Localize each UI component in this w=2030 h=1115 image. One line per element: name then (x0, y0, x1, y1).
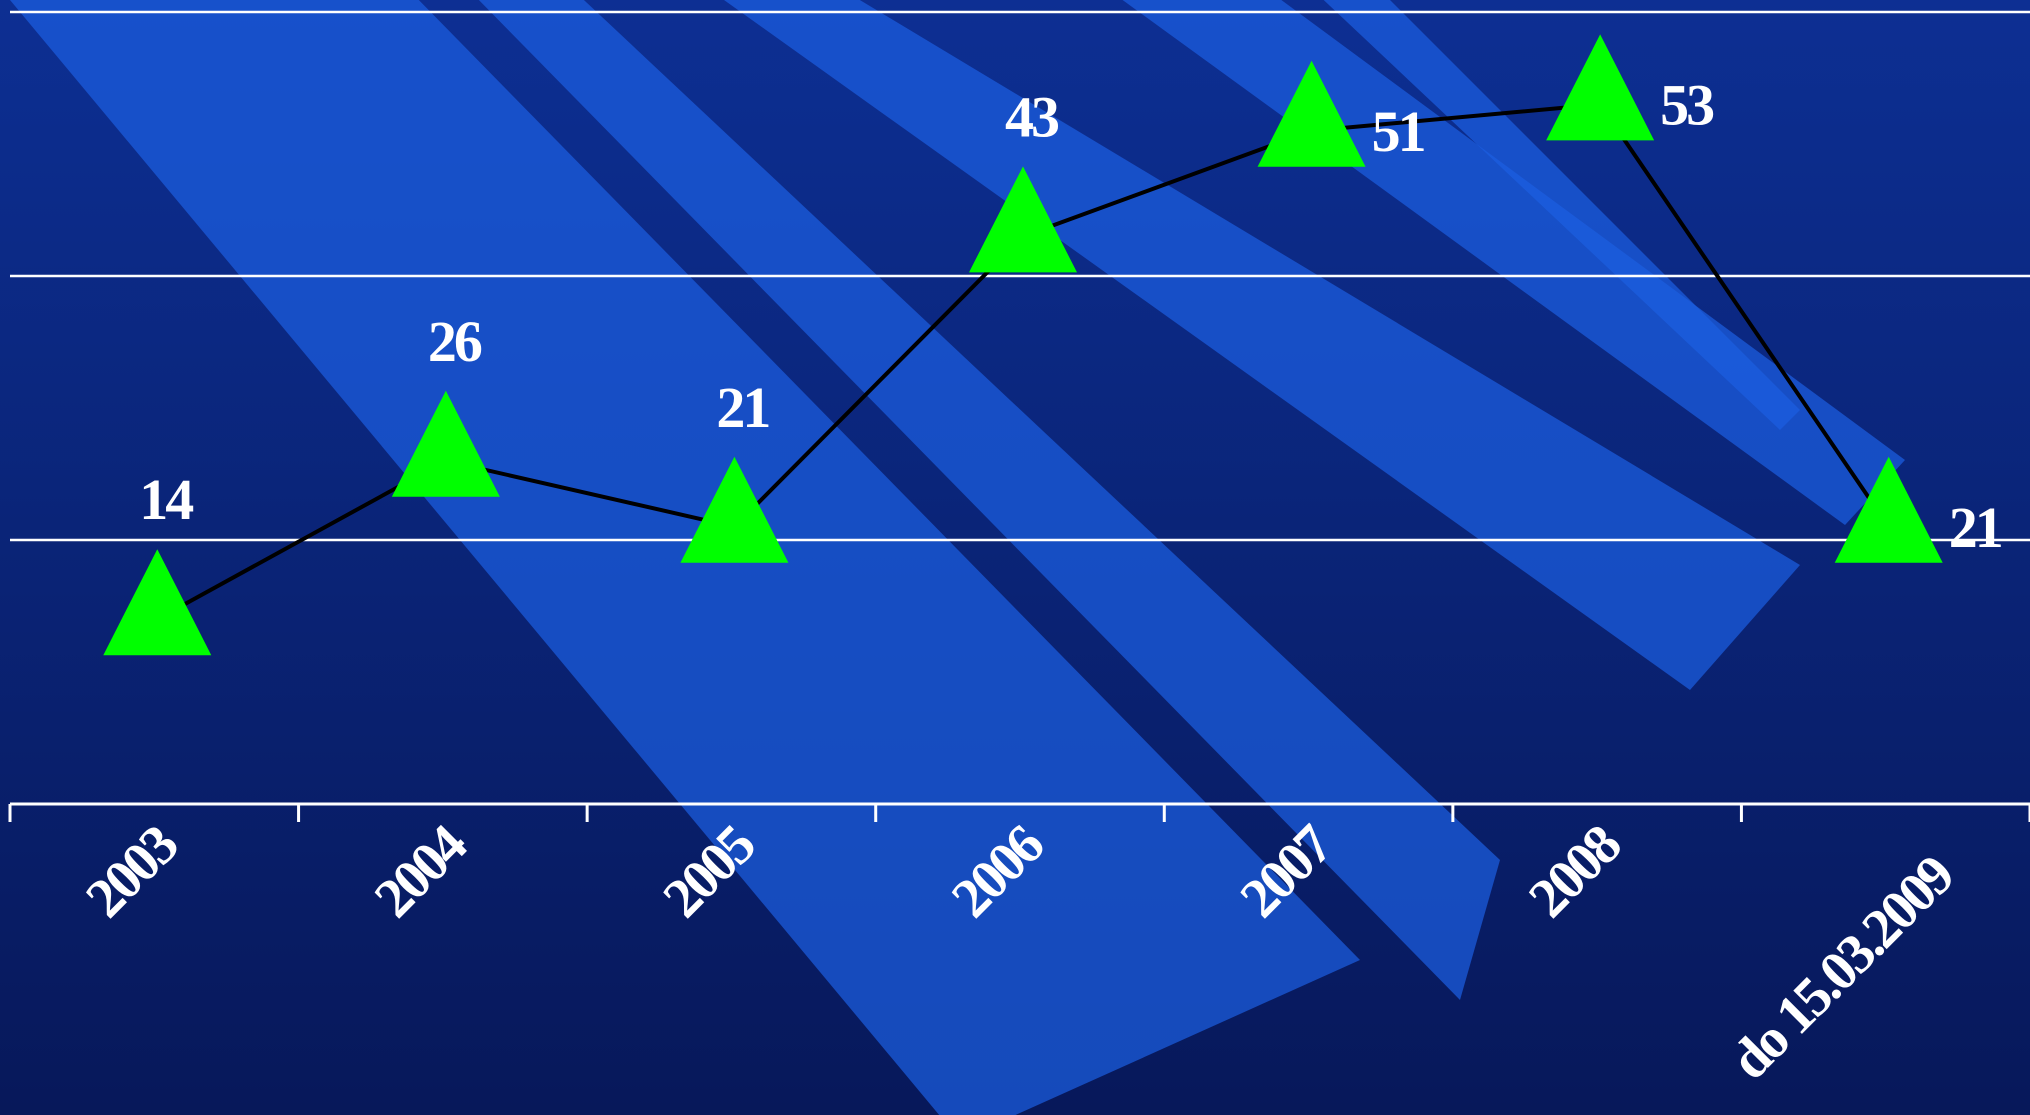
data-label: 53 (1660, 72, 1714, 137)
background-stripe (1323, 0, 1800, 430)
data-point-marker (1257, 60, 1366, 167)
background-stripe (478, 0, 1500, 1000)
data-label: 43 (1005, 84, 1059, 149)
background-stripe (724, 0, 1800, 690)
data-point-marker (391, 390, 500, 497)
x-axis (8, 802, 2030, 822)
data-point-marker (969, 166, 1077, 273)
data-label: 21 (1949, 495, 2001, 560)
data-point-marker (1834, 456, 1943, 563)
data-point-marker (1546, 34, 1655, 141)
data-labels-group: 14 26 21 43 51 53 21 (139, 72, 2003, 560)
data-label: 26 (428, 309, 482, 374)
data-point-marker (680, 456, 789, 563)
gridlines (10, 10, 2030, 542)
data-label: 51 (1372, 99, 1424, 164)
data-label: 21 (716, 375, 768, 440)
data-label: 14 (139, 467, 193, 532)
markers-group (103, 34, 1943, 656)
data-point-marker (103, 549, 212, 656)
